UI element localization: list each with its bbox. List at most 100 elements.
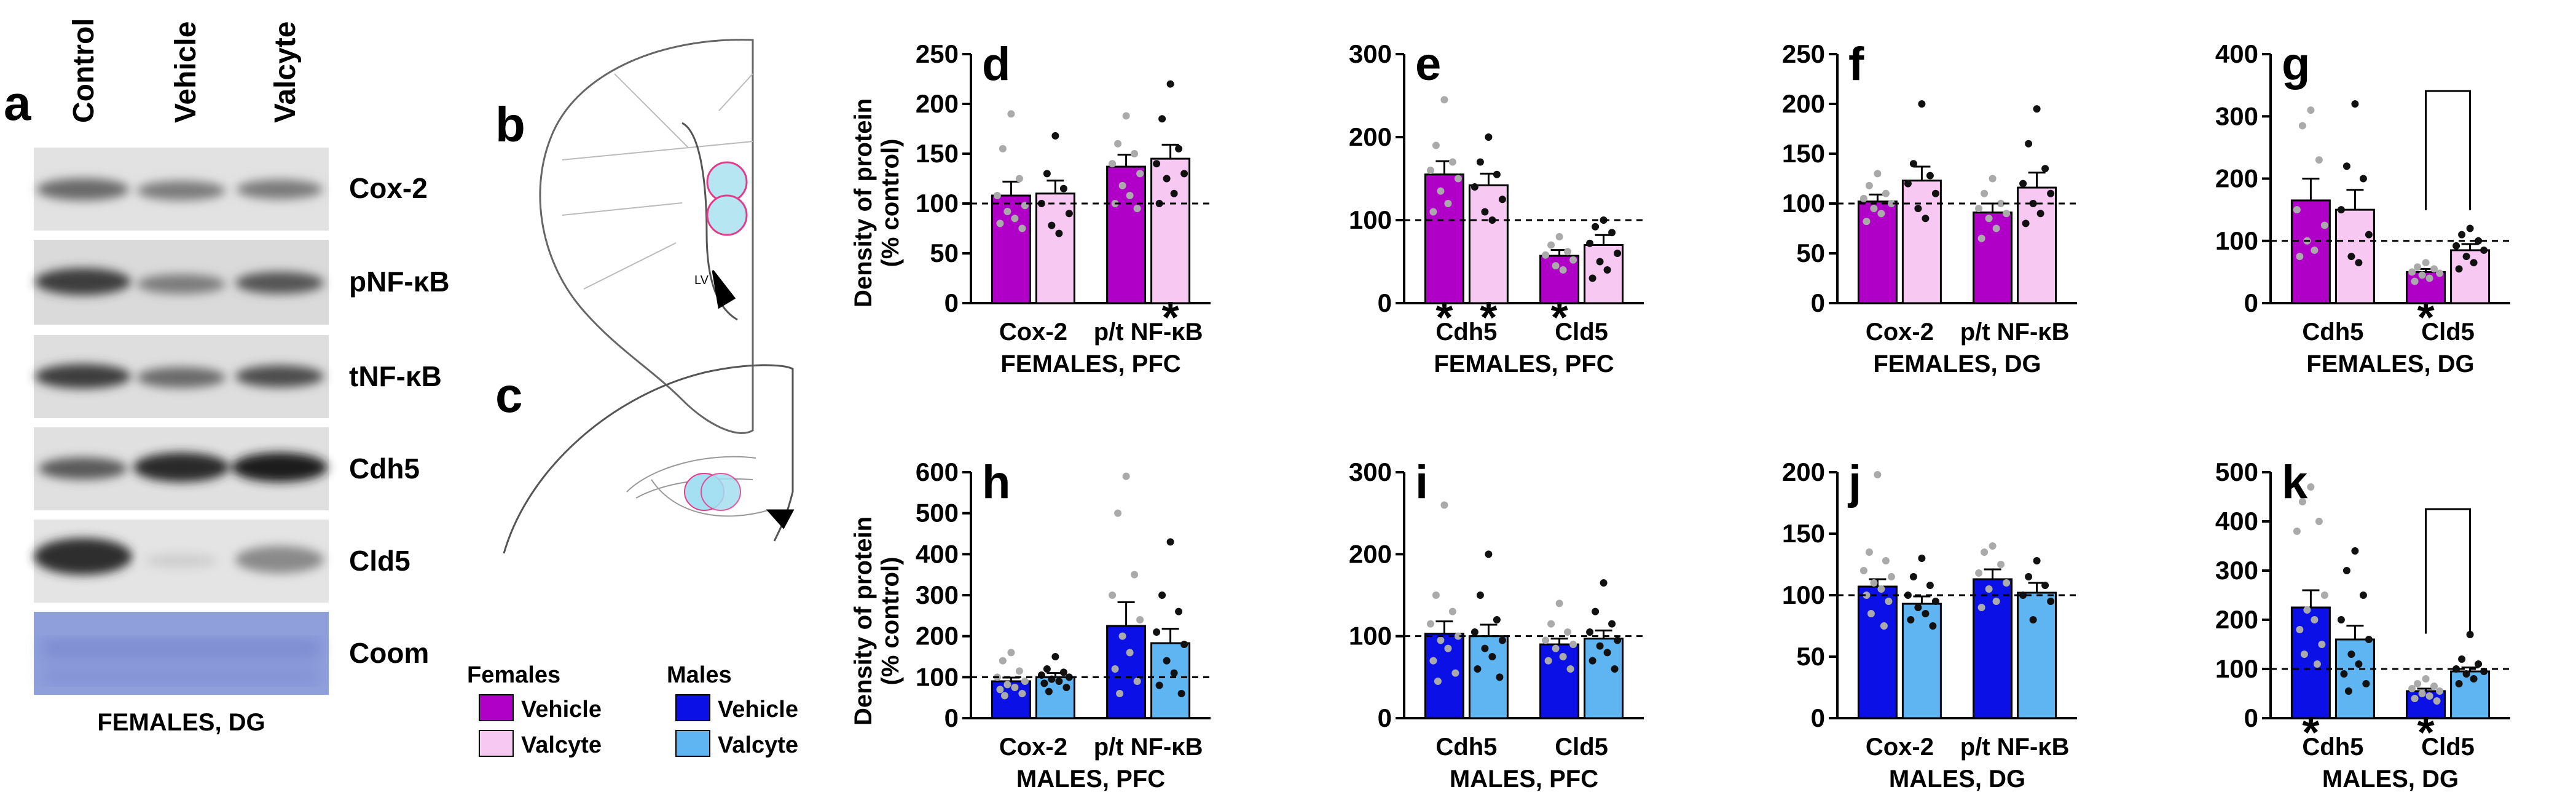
data-point [1614,636,1622,644]
data-point [1118,632,1126,640]
band [235,272,324,294]
ylabel-bottom-line1: Density of protein [850,516,877,726]
data-point [2307,483,2315,491]
data-point [1437,187,1445,195]
data-point [1065,210,1073,218]
data-point [1454,632,1462,640]
data-point [2418,690,2426,697]
data-point [2365,636,2373,643]
data-point [1426,620,1434,628]
y-tick-label: 150 [1782,139,1825,168]
data-point [1559,653,1567,660]
panel-letter-k: k [2282,456,2308,508]
data-point [1136,616,1144,623]
data-point [1547,620,1555,628]
data-point [996,686,1004,694]
data-point [1975,569,1983,577]
y-tick-label: 250 [1782,39,1825,68]
panel-letter-b: b [495,97,525,152]
data-point [1062,684,1070,691]
data-point [1992,224,2000,232]
data-point [2298,122,2306,130]
data-point [1488,216,1496,224]
data-point [1498,636,1506,644]
data-point [1471,183,1478,191]
bar-g-1-1 [2450,249,2491,304]
data-point [1555,233,1563,240]
y-tick-label: 0 [1811,703,1825,732]
data-point [1437,636,1445,644]
band [37,178,129,200]
data-point [1985,585,1993,593]
significance-star: * [1162,293,1179,342]
data-point [1586,628,1594,636]
y-tick-label: 0 [1378,703,1392,732]
data-point [2466,224,2474,232]
legend-swatch-female-valcyte [479,730,514,757]
data-point [2003,579,2011,587]
chart-title: FEMALES, DG [2306,350,2474,378]
data-point [1474,665,1482,673]
data-point [2347,253,2355,261]
data-point [2296,626,2304,633]
data-point [2318,641,2326,648]
data-point [1909,573,1917,580]
legend-label-female-valcyte: Valcyte [521,732,602,758]
data-point [1918,100,1926,108]
data-point [2355,259,2363,267]
legend-label-male-vehicle: Vehicle [718,697,798,722]
data-point [1040,679,1048,687]
legend-label-male-valcyte: Valcyte [718,732,798,758]
data-point [1608,620,1616,628]
y-tick-label: 100 [1349,205,1392,234]
x-category-label: Cld5 [2421,734,2475,761]
y-tick-label: 100 [916,662,959,691]
data-point [1018,690,1026,697]
blot-row-label-tnfkb: tNF-κB [349,360,442,392]
data-point [2414,680,2422,687]
x-category-label: p/t NF-κB [1094,318,1203,346]
data-point [999,657,1007,665]
bar-f-0-0 [1857,200,1898,304]
data-point [1877,210,1885,218]
data-point [1989,542,1997,550]
data-point [993,192,1001,200]
data-point [2315,156,2323,164]
data-point [1175,607,1183,615]
data-point [2033,105,2041,113]
data-point [1021,678,1029,685]
data-point [2019,591,2027,599]
chart-i: 0 100 200 300 Cdh5 Cld5 i MALES, PFC [1349,456,1644,793]
data-point [1444,200,1452,207]
data-point [2036,210,2044,218]
data-point [1007,110,1015,118]
y-tick-label: 0 [944,288,959,317]
data-point [2462,253,2470,261]
data-point [1485,550,1493,558]
data-point [1992,598,2000,605]
x-category-label: Cox-2 [999,318,1067,346]
data-point [1547,241,1555,249]
data-point [1133,205,1141,213]
panel-letter-a: a [4,76,31,130]
data-point [1488,653,1496,660]
data-point [1122,472,1130,480]
y-tick-label: 100 [1782,580,1825,609]
data-point [2351,547,2359,555]
band [137,367,226,388]
data-point [1592,223,1600,231]
data-point [1493,616,1501,623]
data-point [1586,239,1594,247]
pfc-punch-lower [706,194,748,236]
data-point [1440,96,1448,104]
data-point [1166,538,1174,546]
data-point [1065,673,1073,681]
x-category-label: Cox-2 [1866,318,1934,346]
y-tick-label: 500 [916,499,959,528]
data-point [1564,628,1572,636]
data-point [2462,670,2470,678]
data-point [2337,616,2345,623]
significance-star: * [1480,293,1497,342]
bar-j-0-0 [1857,585,1898,719]
